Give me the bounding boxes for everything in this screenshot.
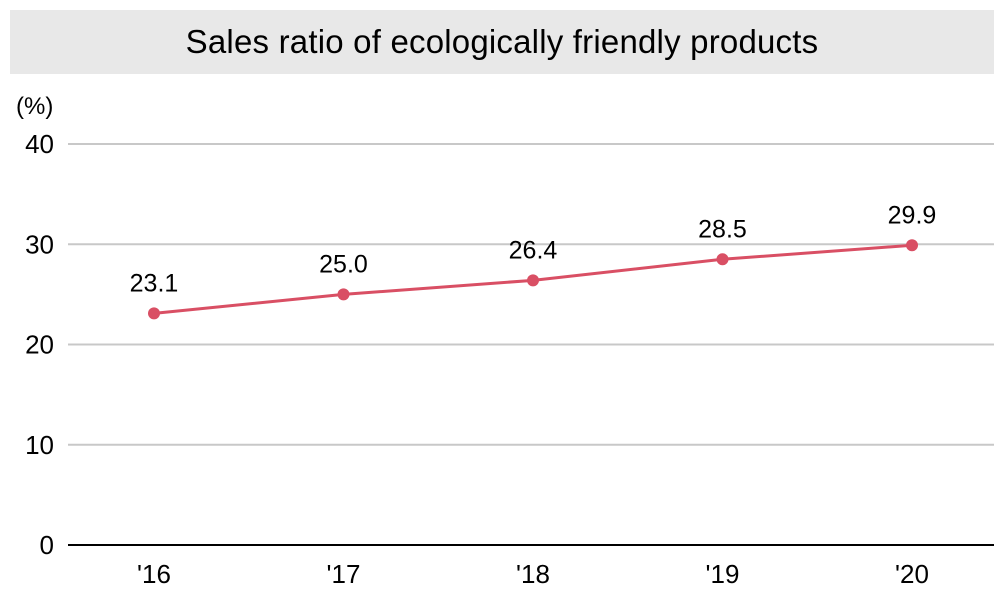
data-point <box>716 253 729 266</box>
data-point <box>148 307 160 320</box>
x-tick-label: '16 <box>137 559 171 589</box>
series <box>148 239 918 320</box>
y-tick-label: 30 <box>25 229 54 259</box>
chart-title-bar: Sales ratio of ecologically friendly pro… <box>10 10 994 74</box>
data-point <box>527 274 539 287</box>
data-label: 26.4 <box>509 236 558 264</box>
y-tick-label: 40 <box>25 129 54 159</box>
data-label: 29.9 <box>888 201 937 229</box>
data-point <box>906 239 918 252</box>
y-axis-unit-label: (%) <box>16 93 53 120</box>
data-label: 23.1 <box>130 269 179 297</box>
x-tick-label: '20 <box>895 559 929 589</box>
x-tick-label: '19 <box>706 559 740 589</box>
y-tick-label: 10 <box>25 430 54 460</box>
x-tick-label: '18 <box>516 559 550 589</box>
y-tick-label: 20 <box>25 330 54 360</box>
data-point <box>337 288 350 301</box>
x-tick-label: '17 <box>327 559 361 589</box>
data-label: 25.0 <box>319 250 368 278</box>
gridlines <box>68 143 994 446</box>
chart-title: Sales ratio of ecologically friendly pro… <box>185 23 819 60</box>
data-label: 28.5 <box>698 215 747 243</box>
labels: 0 10 20 30 40 (%) '16 '17 '18 '19 '20 23.1 25.0 26.4 2… <box>16 93 936 589</box>
y-tick-label: 0 <box>40 530 54 560</box>
